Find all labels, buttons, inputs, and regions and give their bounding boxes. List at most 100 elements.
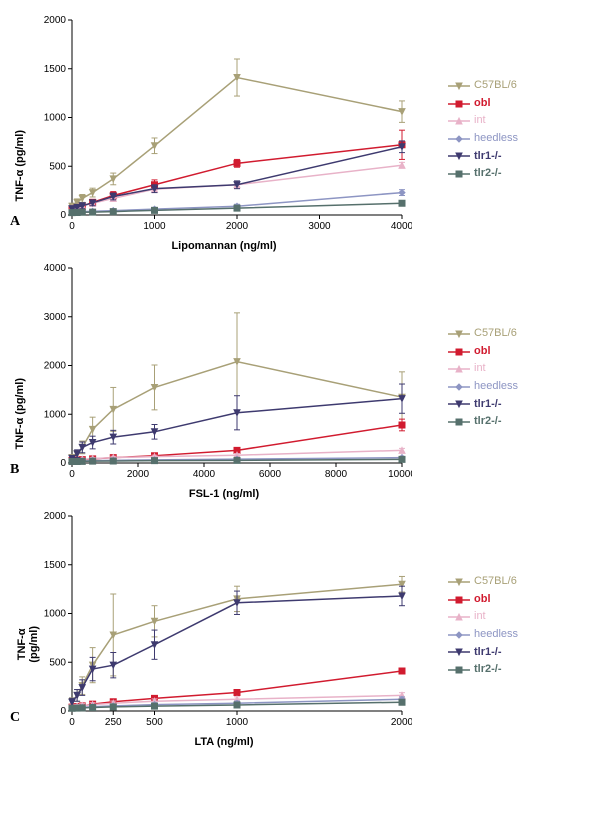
legend: C57BL/6 obl int heedless <box>448 325 518 431</box>
legend-item-int: int <box>448 360 518 378</box>
legend-label-heedless: heedless <box>474 626 518 644</box>
legend-label-int: int <box>474 112 486 130</box>
legend-marker-heedless <box>448 630 470 640</box>
svg-text:2000: 2000 <box>44 15 67 26</box>
legend-swatch-svg <box>448 665 470 675</box>
svg-text:0: 0 <box>69 221 75 232</box>
legend-swatch-svg <box>448 134 470 144</box>
legend-item-obl: obl <box>448 95 518 113</box>
svg-text:10000: 10000 <box>388 469 412 480</box>
svg-text:2000: 2000 <box>44 361 67 372</box>
svg-text:1000: 1000 <box>226 717 249 728</box>
legend-item-heedless: heedless <box>448 130 518 148</box>
svg-text:1000: 1000 <box>44 113 67 124</box>
legend-marker-tlr1 <box>448 647 470 657</box>
legend-item-heedless: heedless <box>448 626 518 644</box>
legend-label-c57: C57BL/6 <box>474 325 517 343</box>
legend-label-c57: C57BL/6 <box>474 573 517 591</box>
svg-text:1500: 1500 <box>44 64 67 75</box>
legend-label-tlr2: tlr2-/- <box>474 165 502 183</box>
legend-item-tlr1: tlr1-/- <box>448 148 518 166</box>
svg-text:500: 500 <box>49 657 66 668</box>
legend-item-tlr2: tlr2-/- <box>448 413 518 431</box>
legend-swatch-svg <box>448 595 470 605</box>
y-axis-label-A: TNF-α (pg/ml) <box>14 130 26 202</box>
x-axis-label-C: LTA (ng/ml) <box>194 736 253 748</box>
panel-A: A TNF-α (pg/ml) 050010001500200001000200… <box>10 10 582 250</box>
legend-marker-tlr1 <box>448 399 470 409</box>
panel-B: B TNF-α (pg/ml) 010002000300040000200040… <box>10 258 582 498</box>
svg-text:0: 0 <box>69 469 75 480</box>
svg-text:3000: 3000 <box>44 312 67 323</box>
svg-text:250: 250 <box>105 717 122 728</box>
svg-text:0: 0 <box>60 706 66 717</box>
svg-text:8000: 8000 <box>325 469 348 480</box>
legend-label-heedless: heedless <box>474 130 518 148</box>
y-axis-label-C: TNF-α(pg/ml) <box>16 626 40 663</box>
legend-label-tlr1: tlr1-/- <box>474 396 502 414</box>
legend-marker-c57 <box>448 81 470 91</box>
legend-marker-int <box>448 364 470 374</box>
legend-label-int: int <box>474 608 486 626</box>
legend-label-tlr1: tlr1-/- <box>474 148 502 166</box>
legend-item-c57: C57BL/6 <box>448 77 518 95</box>
svg-text:2000: 2000 <box>44 511 67 522</box>
legend-item-tlr1: tlr1-/- <box>448 396 518 414</box>
legend-swatch-svg <box>448 81 470 91</box>
chart-svg-B: 010002000300040000200040006000800010000 <box>24 258 412 498</box>
svg-text:0: 0 <box>69 717 75 728</box>
legend-item-tlr2: tlr2-/- <box>448 165 518 183</box>
legend-swatch-svg <box>448 364 470 374</box>
legend-marker-heedless <box>448 134 470 144</box>
legend-label-tlr2: tlr2-/- <box>474 661 502 679</box>
legend-label-obl: obl <box>474 95 491 113</box>
legend-marker-obl <box>448 595 470 605</box>
svg-text:0: 0 <box>60 210 66 221</box>
legend-marker-c57 <box>448 577 470 587</box>
legend-swatch-svg <box>448 612 470 622</box>
legend-swatch-svg <box>448 347 470 357</box>
panel-C: C TNF-α(pg/ml) 0500100015002000025050010… <box>10 506 582 746</box>
chart-area-A: TNF-α (pg/ml) 05001000150020000100020003… <box>24 10 424 250</box>
chart-svg-C: 0500100015002000025050010002000 <box>24 506 412 746</box>
legend-label-heedless: heedless <box>474 378 518 396</box>
legend-marker-obl <box>448 99 470 109</box>
legend-swatch-svg <box>448 169 470 179</box>
legend-marker-int <box>448 612 470 622</box>
legend-item-int: int <box>448 608 518 626</box>
legend-label-obl: obl <box>474 591 491 609</box>
legend: C57BL/6 obl int heedless <box>448 77 518 183</box>
legend-item-heedless: heedless <box>448 378 518 396</box>
legend-item-int: int <box>448 112 518 130</box>
legend-swatch-svg <box>448 382 470 392</box>
legend-label-tlr2: tlr2-/- <box>474 413 502 431</box>
legend-swatch-svg <box>448 99 470 109</box>
legend-swatch-svg <box>448 329 470 339</box>
svg-text:4000: 4000 <box>44 263 67 274</box>
legend-item-c57: C57BL/6 <box>448 573 518 591</box>
legend-label-c57: C57BL/6 <box>474 77 517 95</box>
legend-item-obl: obl <box>448 343 518 361</box>
legend-swatch-svg <box>448 647 470 657</box>
legend-marker-tlr2 <box>448 169 470 179</box>
svg-text:2000: 2000 <box>391 717 412 728</box>
legend-swatch-svg <box>448 116 470 126</box>
legend-label-int: int <box>474 360 486 378</box>
chart-svg-A: 050010001500200001000200030004000 <box>24 10 412 250</box>
svg-text:4000: 4000 <box>391 221 412 232</box>
panel-label-C: C <box>10 710 24 746</box>
legend-marker-obl <box>448 347 470 357</box>
legend-swatch-svg <box>448 630 470 640</box>
chart-area-C: TNF-α(pg/ml) 050010001500200002505001000… <box>24 506 424 746</box>
svg-text:2000: 2000 <box>127 469 150 480</box>
svg-text:6000: 6000 <box>259 469 282 480</box>
svg-text:2000: 2000 <box>226 221 249 232</box>
legend-label-tlr1: tlr1-/- <box>474 644 502 662</box>
legend-marker-tlr1 <box>448 151 470 161</box>
panel-label-B: B <box>10 462 24 498</box>
legend-label-obl: obl <box>474 343 491 361</box>
legend-swatch-svg <box>448 417 470 427</box>
legend-item-c57: C57BL/6 <box>448 325 518 343</box>
svg-text:500: 500 <box>146 717 163 728</box>
chart-area-B: TNF-α (pg/ml) 01000200030004000020004000… <box>24 258 424 498</box>
